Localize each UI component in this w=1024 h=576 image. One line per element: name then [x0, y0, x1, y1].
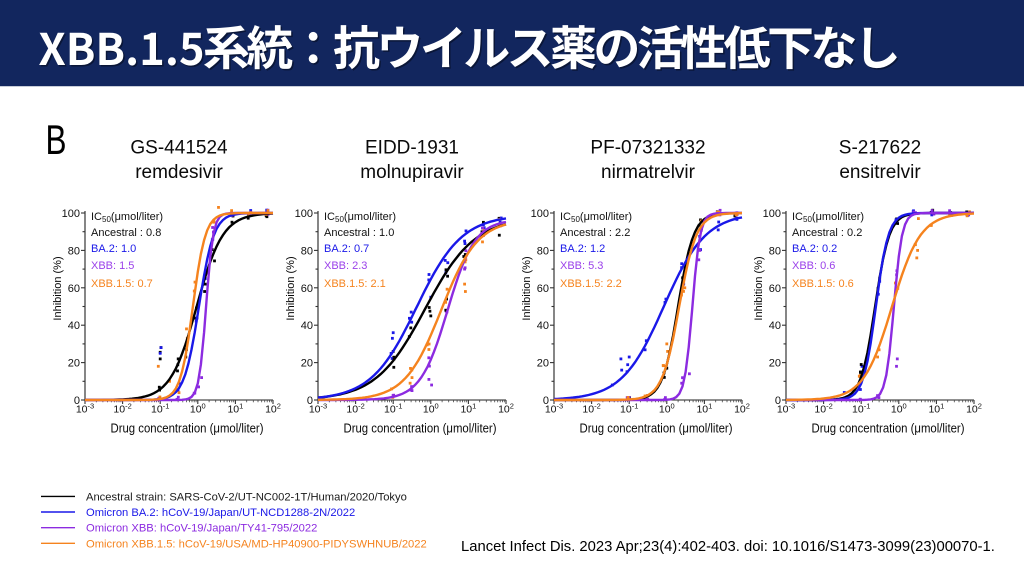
svg-text:BA.2: 0.7: BA.2: 0.7 [324, 243, 369, 255]
svg-text:10-3: 10-3 [76, 401, 94, 415]
svg-text:10-1: 10-1 [151, 401, 169, 415]
svg-text:100: 100 [62, 208, 80, 220]
svg-text:IC50(μmol/liter): IC50(μmol/liter) [560, 211, 632, 224]
svg-text:Omicron BA.2: hCoV-19/Japan/UT: Omicron BA.2: hCoV-19/Japan/UT-NCD1288-2… [86, 507, 355, 519]
svg-text:PF-07321332: PF-07321332 [590, 138, 705, 159]
svg-text:EIDD-1931: EIDD-1931 [365, 138, 459, 159]
svg-text:Inhibition (%): Inhibition (%) [52, 256, 64, 320]
svg-text:nirmatrelvir: nirmatrelvir [601, 162, 696, 183]
svg-text:0: 0 [543, 395, 549, 407]
svg-text:0: 0 [307, 395, 313, 407]
svg-text:10-2: 10-2 [113, 401, 131, 415]
svg-text:80: 80 [769, 245, 781, 257]
svg-text:101: 101 [928, 401, 944, 415]
svg-text:Ancestral : 0.8: Ancestral : 0.8 [91, 227, 161, 239]
svg-text:10-3: 10-3 [777, 401, 795, 415]
svg-text:XBB: 0.6: XBB: 0.6 [792, 260, 835, 272]
svg-text:XBB: 1.5: XBB: 1.5 [91, 260, 134, 272]
svg-text:40: 40 [537, 320, 549, 332]
svg-text:60: 60 [301, 283, 313, 295]
svg-text:GS-441524: GS-441524 [130, 138, 228, 159]
svg-text:10-1: 10-1 [384, 401, 402, 415]
svg-text:20: 20 [769, 358, 781, 370]
svg-text:Omicron XBB.1.5: hCoV-19/USA/M: Omicron XBB.1.5: hCoV-19/USA/MD-HP40900-… [86, 538, 427, 550]
svg-text:10-2: 10-2 [814, 401, 832, 415]
svg-text:Inhibition (%): Inhibition (%) [521, 256, 533, 320]
svg-text:10-1: 10-1 [620, 401, 638, 415]
svg-text:Inhibition (%): Inhibition (%) [753, 256, 765, 320]
svg-text:101: 101 [460, 401, 476, 415]
svg-text:100: 100 [190, 401, 206, 415]
svg-text:20: 20 [537, 358, 549, 370]
svg-text:IC50(μmol/liter): IC50(μmol/liter) [324, 211, 396, 224]
svg-text:80: 80 [68, 245, 80, 257]
svg-text:80: 80 [537, 245, 549, 257]
svg-text:100: 100 [295, 208, 313, 220]
svg-text:Ancestral strain: SARS-CoV-2/U: Ancestral strain: SARS-CoV-2/UT-NC002-1T… [86, 491, 407, 503]
svg-text:40: 40 [68, 320, 80, 332]
svg-text:102: 102 [498, 401, 514, 415]
svg-text:BA.2: 1.0: BA.2: 1.0 [91, 243, 136, 255]
svg-text:Drug concentration (μmol/liter: Drug concentration (μmol/liter) [344, 421, 497, 436]
svg-text:102: 102 [265, 401, 281, 415]
svg-text:IC50(μmol/liter): IC50(μmol/liter) [91, 211, 163, 224]
svg-text:10-1: 10-1 [852, 401, 870, 415]
svg-text:80: 80 [301, 245, 313, 257]
svg-text:100: 100 [763, 208, 781, 220]
svg-text:molnupiravir: molnupiravir [360, 162, 464, 183]
svg-text:XBB.1.5: 2.2: XBB.1.5: 2.2 [560, 278, 622, 290]
svg-text:XBB: 2.3: XBB: 2.3 [324, 260, 367, 272]
svg-text:0: 0 [74, 395, 80, 407]
svg-text:101: 101 [696, 401, 712, 415]
svg-text:60: 60 [68, 283, 80, 295]
svg-text:IC50(μmol/liter): IC50(μmol/liter) [792, 211, 864, 224]
svg-text:100: 100 [659, 401, 675, 415]
svg-text:Drug concentration (μmol/liter: Drug concentration (μmol/liter) [812, 421, 965, 436]
svg-text:0: 0 [775, 395, 781, 407]
svg-text:10-2: 10-2 [582, 401, 600, 415]
svg-text:remdesivir: remdesivir [135, 162, 223, 183]
svg-text:102: 102 [966, 401, 982, 415]
svg-text:60: 60 [537, 283, 549, 295]
svg-text:Ancestral : 2.2: Ancestral : 2.2 [560, 227, 630, 239]
svg-text:S-217622: S-217622 [839, 138, 921, 159]
svg-text:20: 20 [68, 358, 80, 370]
svg-text:B: B [46, 116, 67, 163]
svg-text:40: 40 [769, 320, 781, 332]
svg-text:60: 60 [769, 283, 781, 295]
svg-text:XBB: 5.3: XBB: 5.3 [560, 260, 603, 272]
svg-text:BA.2: 1.2: BA.2: 1.2 [560, 243, 605, 255]
svg-text:101: 101 [227, 401, 243, 415]
svg-text:Lancet Infect Dis. 2023 Apr;23: Lancet Infect Dis. 2023 Apr;23(4):402-40… [461, 539, 995, 555]
svg-text:XBB.1.5: 2.1: XBB.1.5: 2.1 [324, 278, 386, 290]
svg-text:Drug concentration (μmol/liter: Drug concentration (μmol/liter) [580, 421, 733, 436]
svg-text:40: 40 [301, 320, 313, 332]
svg-text:Drug concentration (μmol/liter: Drug concentration (μmol/liter) [111, 421, 264, 436]
svg-text:100: 100 [891, 401, 907, 415]
svg-text:102: 102 [734, 401, 750, 415]
svg-text:10-2: 10-2 [346, 401, 364, 415]
svg-text:Omicron XBB: hCoV-19/Japan/TY4: Omicron XBB: hCoV-19/Japan/TY41-795/2022 [86, 523, 317, 535]
svg-text:Ancestral : 1.0: Ancestral : 1.0 [324, 227, 394, 239]
svg-text:100: 100 [423, 401, 439, 415]
svg-text:Inhibition (%): Inhibition (%) [285, 256, 297, 320]
svg-text:100: 100 [531, 208, 549, 220]
svg-text:XBB.1.5: 0.7: XBB.1.5: 0.7 [91, 278, 153, 290]
svg-text:20: 20 [301, 358, 313, 370]
svg-text:Ancestral : 0.2: Ancestral : 0.2 [792, 227, 862, 239]
svg-text:XBB.1.5: 0.6: XBB.1.5: 0.6 [792, 278, 854, 290]
svg-text:ensitrelvir: ensitrelvir [839, 162, 921, 183]
svg-text:10-3: 10-3 [545, 401, 563, 415]
svg-text:BA.2: 0.2: BA.2: 0.2 [792, 243, 837, 255]
svg-text:10-3: 10-3 [309, 401, 327, 415]
